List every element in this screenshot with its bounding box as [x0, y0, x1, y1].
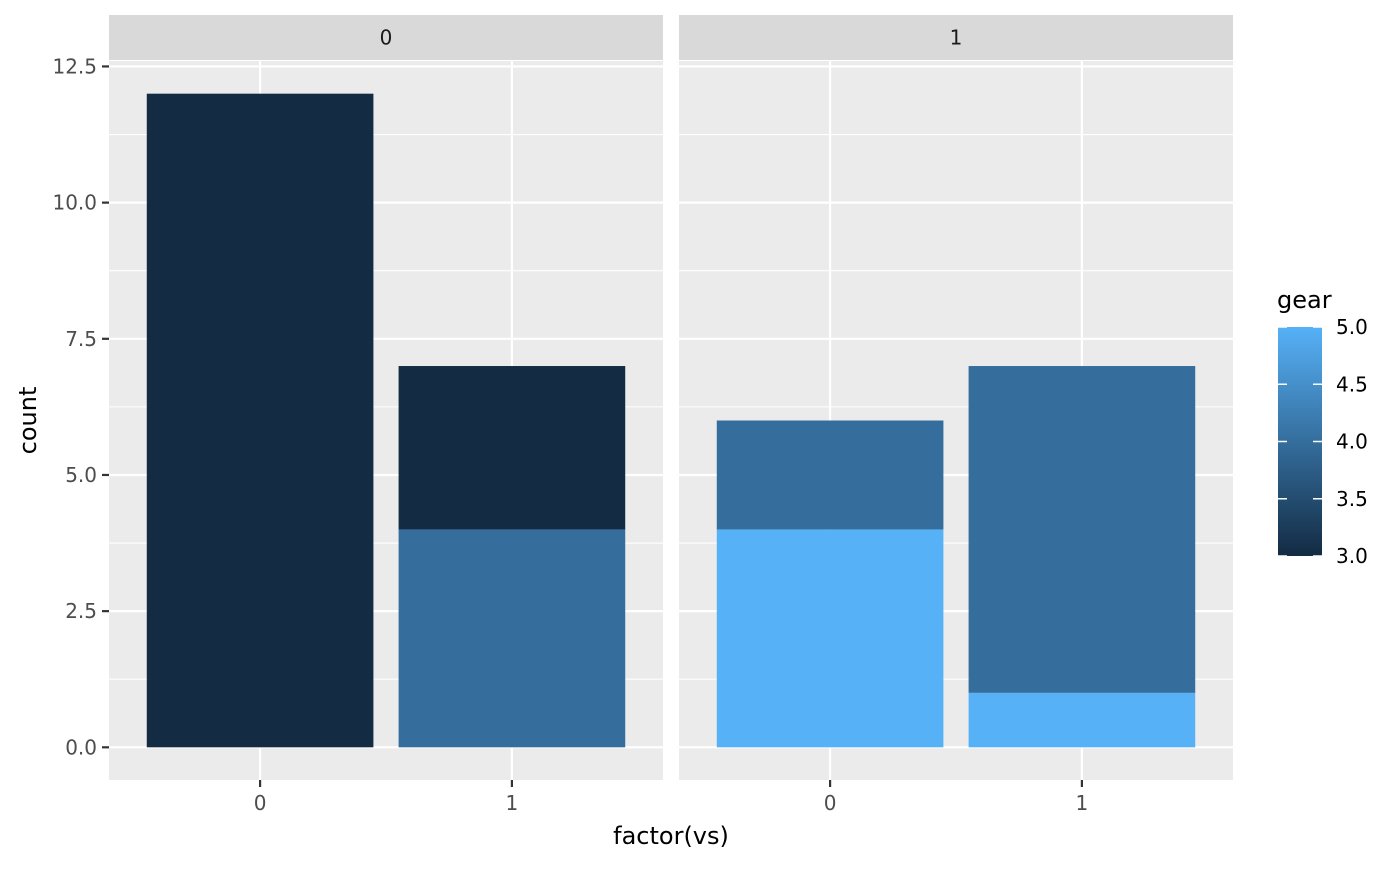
facet-strip-0 [109, 15, 663, 60]
y-tick-label: 12.5 [52, 54, 97, 78]
bar-segment-facet1-vs1-gear4 [968, 366, 1196, 693]
y-axis-title: count [14, 387, 42, 455]
x-axis-title: factor(vs) [613, 822, 729, 850]
facet-strip-label: 1 [950, 26, 963, 50]
facet-strip-label: 0 [380, 26, 393, 50]
x-tick-label: 1 [1076, 791, 1089, 815]
x-tick-label: 1 [506, 791, 519, 815]
y-tick-label: 10.0 [52, 191, 97, 215]
x-tick-label: 0 [254, 791, 267, 815]
bar-segment-facet1-vs0-gear5 [716, 529, 944, 748]
bar-segment-facet1-vs1-gear5 [968, 692, 1196, 748]
y-tick-label: 0.0 [65, 735, 97, 759]
facet-strip-1 [679, 15, 1233, 60]
bar-segment-facet1-vs0-gear4 [716, 420, 944, 530]
bar-segment-facet0-vs1-gear4 [398, 529, 626, 748]
legend-tick-label: 3.5 [1336, 487, 1368, 511]
legend-tick-label: 3.0 [1336, 544, 1368, 568]
bar-segment-facet0-vs0-gear3 [146, 93, 374, 748]
y-tick-label: 5.0 [65, 463, 97, 487]
y-tick-label: 7.5 [65, 327, 97, 351]
legend-title: gear [1277, 286, 1332, 314]
legend-tick-label: 5.0 [1336, 315, 1368, 339]
legend-tick-label: 4.0 [1336, 430, 1368, 454]
bar-segment-facet0-vs1-gear3 [398, 366, 626, 530]
x-tick-label: 0 [824, 791, 837, 815]
legend-tick-label: 4.5 [1336, 372, 1368, 396]
y-tick-label: 2.5 [65, 599, 97, 623]
